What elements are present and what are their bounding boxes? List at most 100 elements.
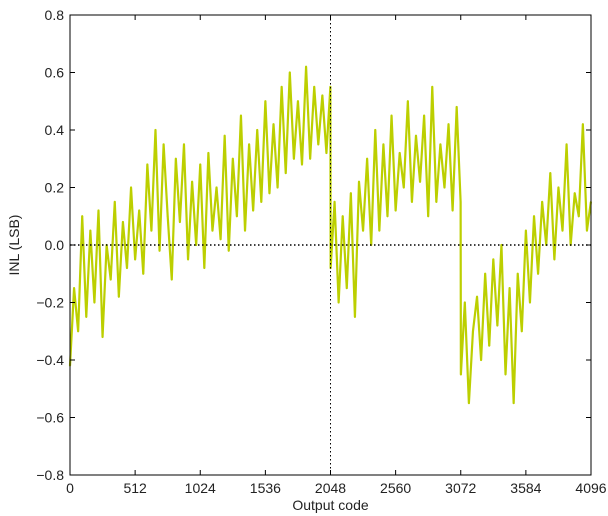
inl-data-point xyxy=(382,143,385,146)
inl-data-point xyxy=(142,272,145,275)
x-tick-label: 3584 xyxy=(510,480,541,496)
inl-data-point xyxy=(533,215,535,218)
inl-data-point xyxy=(390,114,393,117)
inl-data-point xyxy=(341,215,344,218)
x-tick-label: 1536 xyxy=(250,480,281,496)
y-tick-label: 0.2 xyxy=(45,180,65,196)
inl-data-point xyxy=(529,301,531,304)
inl-data-point xyxy=(223,134,226,137)
inl-data-point xyxy=(459,200,462,203)
inl-data-point xyxy=(553,258,556,261)
inl-data-point xyxy=(557,186,560,189)
inl-data-point xyxy=(158,249,161,252)
inl-data-point xyxy=(484,272,487,275)
y-tick-label: −0.8 xyxy=(36,467,64,483)
inl-data-point xyxy=(272,123,275,126)
inl-data-point xyxy=(170,278,173,281)
y-axis-label: INL (LSB) xyxy=(6,215,22,276)
x-tick-label: 512 xyxy=(123,480,147,496)
inl-data-point xyxy=(459,373,462,376)
inl-data-point xyxy=(443,186,446,189)
inl-data-point xyxy=(305,65,307,68)
inl-data-point xyxy=(215,186,218,189)
inl-data-point xyxy=(260,200,263,203)
inl-data-point xyxy=(435,200,438,203)
inl-data-point xyxy=(472,330,474,333)
inl-data-point xyxy=(199,163,202,166)
inl-data-point xyxy=(419,180,421,183)
inl-data-point xyxy=(398,152,401,154)
x-tick-label: 3072 xyxy=(445,480,476,496)
inl-data-point xyxy=(354,315,356,318)
inl-data-point xyxy=(565,143,568,146)
inl-data-point xyxy=(358,180,360,183)
axis-ticks: 0 512 1024 1536 2048 2560 3072 3584 4096 −0.8 −0.6… xyxy=(36,7,606,496)
y-tick-label: −0.2 xyxy=(36,295,64,311)
inl-data-point xyxy=(463,301,466,304)
inl-data-point xyxy=(288,71,291,74)
inl-data-point xyxy=(174,157,177,160)
inl-data-point xyxy=(309,157,312,160)
inl-data-point xyxy=(366,157,369,160)
inl-data-point xyxy=(134,258,137,261)
inl-data-point xyxy=(394,209,397,212)
inl-data-point xyxy=(280,85,283,88)
inl-data-point xyxy=(130,186,132,189)
inl-data-point xyxy=(447,123,450,126)
y-tick-label: 0.4 xyxy=(45,122,65,138)
inl-data-point xyxy=(516,272,519,275)
inl-data-point xyxy=(333,200,336,203)
inl-data-point xyxy=(508,287,511,290)
inl-data-point xyxy=(187,258,189,261)
inl-data-point xyxy=(276,186,279,189)
inl-data-point xyxy=(524,229,527,232)
y-tick-label: 0.6 xyxy=(45,65,65,81)
y-tick-label: −0.4 xyxy=(36,352,64,368)
inl-data-point xyxy=(219,238,222,241)
inl-data-point xyxy=(537,272,539,275)
x-tick-label: 2048 xyxy=(315,480,346,496)
inl-data-point xyxy=(431,85,434,88)
inl-data-point xyxy=(577,215,580,218)
inl-data-point xyxy=(252,209,255,212)
inl-data-point xyxy=(284,172,287,175)
inl-data-point xyxy=(313,85,316,88)
inl-data-point xyxy=(85,315,88,318)
inl-data-point xyxy=(439,143,442,146)
inl-data-point xyxy=(138,209,141,212)
inl-data-point xyxy=(97,209,100,212)
inl-data-point xyxy=(154,129,157,131)
inl-data-point xyxy=(191,180,194,183)
inl-data-point xyxy=(77,330,80,333)
inl-data-point xyxy=(126,267,128,269)
inl-data-point xyxy=(207,152,210,154)
inl-data-point xyxy=(301,163,303,166)
x-tick-label: 0 xyxy=(66,480,74,496)
inl-data-point xyxy=(561,229,564,232)
inl-data-point xyxy=(268,192,271,195)
inl-data-point xyxy=(264,100,267,103)
inl-data-point xyxy=(423,114,426,117)
inl-data-point xyxy=(73,287,75,290)
inl-data-point xyxy=(415,134,417,137)
inl-data-point xyxy=(496,324,499,327)
inl-data-point xyxy=(402,186,405,189)
inl-data-point xyxy=(573,192,576,195)
inl-data-point xyxy=(211,229,214,232)
inl-data-point xyxy=(93,301,96,304)
inl-data-point xyxy=(166,215,169,218)
inl-data-point xyxy=(150,229,153,232)
inl-data-point xyxy=(109,278,112,281)
reference-lines xyxy=(70,15,591,475)
y-tick-label: 0.0 xyxy=(45,237,65,253)
inl-data-point xyxy=(117,295,120,298)
inl-data-point xyxy=(235,215,238,218)
inl-data-point xyxy=(89,229,92,232)
inl-data-point xyxy=(480,359,482,361)
inl-data-point xyxy=(476,295,478,298)
inl-data-point xyxy=(297,100,299,103)
inl-data-point xyxy=(386,215,389,218)
inl-data-point xyxy=(581,123,584,126)
y-tick-label: −0.6 xyxy=(36,410,64,426)
